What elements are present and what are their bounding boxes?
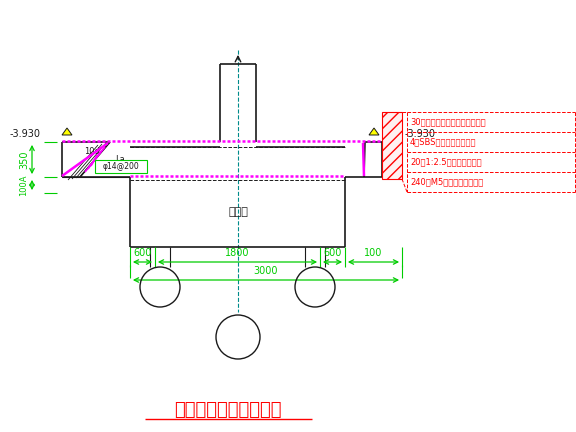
Text: -3.930: -3.930 xyxy=(405,129,436,139)
Text: 4厚SBS改性沥青防水卷材: 4厚SBS改性沥青防水卷材 xyxy=(410,137,476,146)
Bar xyxy=(95,160,147,173)
Text: -3.930: -3.930 xyxy=(10,129,41,139)
Text: 1800: 1800 xyxy=(225,248,250,258)
Text: La: La xyxy=(115,156,125,165)
Text: φ14@200: φ14@200 xyxy=(103,162,139,171)
Text: 20厚1:2.5水泥砂浆找平层: 20厚1:2.5水泥砂浆找平层 xyxy=(410,158,482,166)
Text: 100: 100 xyxy=(364,248,382,258)
Polygon shape xyxy=(369,128,379,135)
Text: 10d: 10d xyxy=(388,139,396,153)
Text: 30厚橡塑聚苯乙烯泡沫板保护层: 30厚橡塑聚苯乙烯泡沫板保护层 xyxy=(410,118,486,127)
Text: 耐候钢: 耐候钢 xyxy=(228,207,248,217)
Bar xyxy=(382,112,402,179)
Text: 240厚M5水泥砂浆砌砖胎膜: 240厚M5水泥砂浆砌砖胎膜 xyxy=(410,178,483,187)
Text: 3000: 3000 xyxy=(254,266,278,276)
Text: 100A: 100A xyxy=(20,174,28,196)
Text: 600: 600 xyxy=(323,248,342,258)
Polygon shape xyxy=(62,128,72,135)
Text: 350: 350 xyxy=(19,150,29,169)
Text: 10d: 10d xyxy=(388,113,396,127)
Text: 底板四周承台外侧胎模: 底板四周承台外侧胎模 xyxy=(175,401,282,419)
Text: 10d: 10d xyxy=(84,147,100,156)
Text: 600: 600 xyxy=(133,248,151,258)
Bar xyxy=(382,112,402,179)
